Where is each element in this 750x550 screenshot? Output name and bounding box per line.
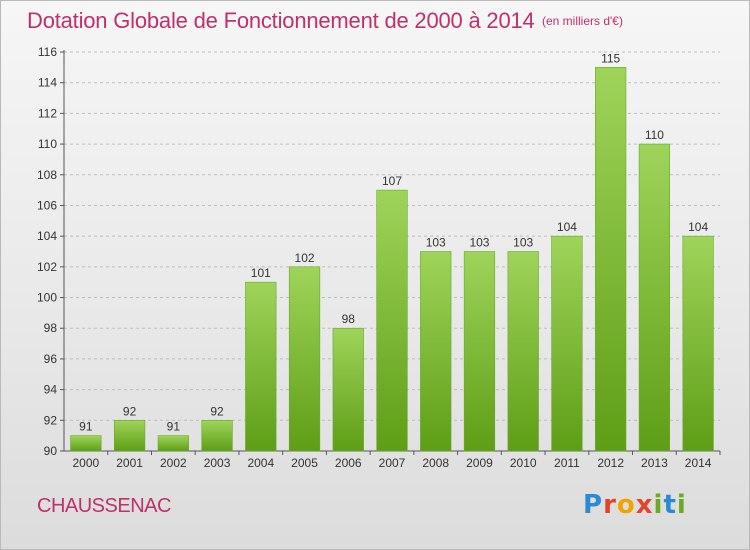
bar-2002 [157, 435, 189, 452]
bar-2006 [332, 327, 364, 452]
x-tick-label: 2000 [73, 456, 100, 470]
bar-value-label: 115 [601, 51, 620, 65]
x-tick-label: 2007 [379, 456, 406, 470]
bar-value-label: 104 [557, 220, 577, 234]
bar-value-label: 101 [251, 266, 271, 280]
y-tick-label: 100 [37, 291, 57, 305]
y-tick-label: 116 [38, 45, 57, 59]
y-tick-label: 106 [37, 198, 57, 212]
bar-2001 [113, 420, 146, 452]
bar-value-label: 91 [79, 420, 93, 434]
bar-2013 [638, 143, 671, 452]
bar-2007 [376, 189, 408, 452]
y-tick-label: 90 [44, 444, 58, 458]
y-tick-label: 104 [37, 229, 57, 243]
chart-title: Dotation Globale de Fonctionnement de 20… [27, 8, 535, 33]
x-tick-label: 2013 [641, 456, 668, 470]
bar-2010 [507, 251, 539, 452]
x-tick-label: 2004 [247, 456, 274, 470]
bar-2003 [201, 420, 233, 452]
bar-value-label: 98 [342, 312, 356, 326]
y-tick-label: 102 [37, 260, 57, 274]
bar-value-label: 92 [123, 404, 137, 418]
bar-value-label: 107 [382, 174, 402, 188]
y-tick-label: 96 [44, 352, 58, 366]
x-tick-label: 2008 [422, 456, 449, 470]
bar-2009 [463, 251, 496, 452]
bar-value-label: 92 [210, 404, 224, 418]
town-name: CHAUSSENAC [37, 495, 171, 517]
bar-2005 [288, 266, 321, 452]
x-tick-label: 2012 [597, 456, 624, 470]
bars [70, 67, 714, 452]
y-tick-label: 110 [38, 137, 57, 151]
bar-2000 [70, 435, 102, 452]
bar-value-label: 91 [167, 420, 181, 434]
bar-value-label: 103 [469, 236, 489, 250]
bar-value-label: 103 [513, 236, 533, 250]
x-tick-label: 2002 [160, 456, 187, 470]
x-tick-label: 2005 [291, 456, 318, 470]
bar-2004 [245, 281, 277, 452]
x-tick-label: 2003 [204, 456, 231, 470]
x-tick-label: 2010 [510, 456, 537, 470]
bar-2008 [420, 251, 452, 452]
y-tick-label: 108 [37, 168, 57, 182]
y-tick-label: 114 [38, 76, 57, 90]
y-tick-label: 92 [44, 413, 58, 427]
bar-2011 [551, 235, 583, 452]
bar-value-label: 102 [295, 251, 315, 265]
x-tick-label: 2006 [335, 456, 362, 470]
chart-subtitle: (en milliers d'€) [542, 14, 623, 28]
x-tick-label: 2009 [466, 456, 493, 470]
bar-value-label: 103 [426, 236, 446, 250]
x-tick-label: 2001 [116, 456, 143, 470]
bar-value-label: 110 [645, 128, 664, 142]
y-tick-label: 112 [38, 106, 57, 120]
bar-2014 [682, 235, 714, 452]
y-tick-label: 98 [44, 321, 58, 335]
bar-2012 [595, 67, 627, 452]
labels: 90 92 94 96 98 100 102 104 106 108 110 112 114 116 91 2… [37, 45, 712, 470]
x-tick-label: 2014 [685, 456, 712, 470]
y-tick-label: 94 [44, 383, 58, 397]
bar-value-label: 104 [688, 220, 708, 234]
x-tick-label: 2011 [554, 456, 580, 470]
proxiti-logo: Proxiti [583, 490, 687, 520]
